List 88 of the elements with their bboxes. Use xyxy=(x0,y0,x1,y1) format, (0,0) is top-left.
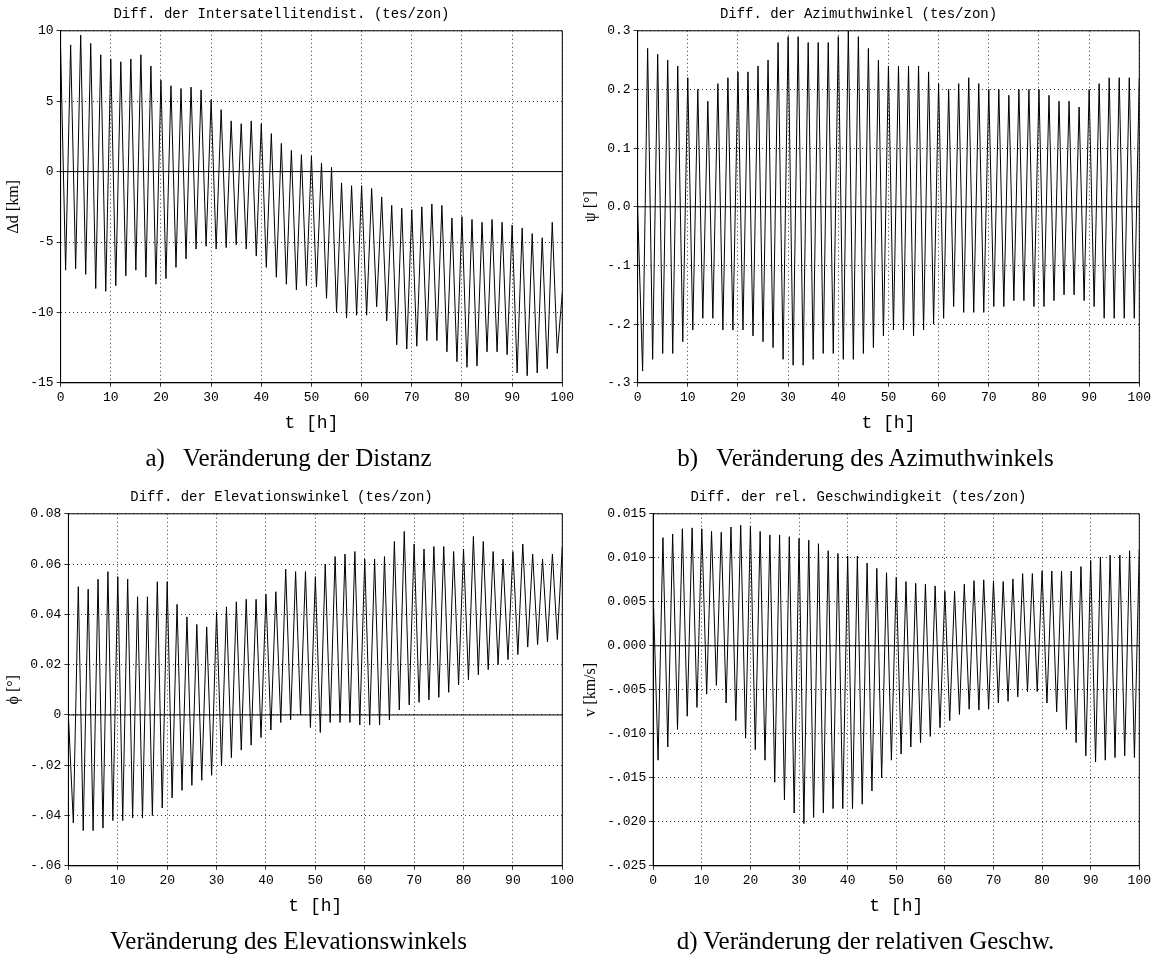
x-tick-label: 10 xyxy=(694,872,710,888)
x-tick-label: 80 xyxy=(454,390,470,406)
y-tick-label: 0.005 xyxy=(607,593,647,609)
x-axis-title: t [h] xyxy=(284,412,339,433)
y-axis-title: ψ [°] xyxy=(580,191,599,223)
x-tick-label: 50 xyxy=(888,872,905,888)
x-tick-label: 30 xyxy=(791,872,807,888)
y-tick-label: 5 xyxy=(45,93,54,109)
y-axis-title: Δd [km] xyxy=(3,180,21,234)
x-tick-label: 50 xyxy=(880,390,897,406)
x-tick-label: 70 xyxy=(985,872,1002,888)
x-tick-label: 0 xyxy=(649,872,658,888)
x-tick-label: 40 xyxy=(253,390,270,406)
y-tick-label: 0 xyxy=(53,706,62,722)
x-tick-label: 20 xyxy=(153,390,169,406)
x-tick-label: 20 xyxy=(159,872,175,888)
y-tick-label: -.1 xyxy=(607,257,631,273)
x-tick-label: 70 xyxy=(980,390,997,406)
y-tick-label: -.010 xyxy=(607,725,647,741)
y-tick-label: 0.04 xyxy=(30,606,62,622)
x-tick-label: 80 xyxy=(455,872,472,888)
y-axis-title: v [km/s] xyxy=(580,662,598,717)
y-tick-label: 10 xyxy=(37,23,54,39)
chart-title: Diff. der rel. Geschwindigkeit (tes/zon) xyxy=(690,488,1027,505)
x-tick-label: 20 xyxy=(742,872,759,888)
x-tick-label: 40 xyxy=(258,872,274,888)
x-tick-label: 90 xyxy=(1082,872,1099,888)
text: Veränderung des Elevationswinkels xyxy=(109,925,468,956)
y-tick-label: 0.000 xyxy=(607,637,647,653)
x-tick-label: 100 xyxy=(550,390,574,406)
x-tick-label: 100 xyxy=(1127,390,1151,406)
y-tick-label: 0.2 xyxy=(607,81,631,97)
text: a) Veränderung der Distanz xyxy=(144,443,433,474)
x-tick-label: 60 xyxy=(356,872,373,888)
y-axis-title: ϕ [°] xyxy=(3,674,22,705)
y-tick-label: 0.06 xyxy=(30,556,62,572)
x-tick-label: 80 xyxy=(1034,872,1050,888)
x-tick-label: 60 xyxy=(353,390,370,406)
x-tick-label: 30 xyxy=(780,390,796,406)
x-tick-label: 40 xyxy=(830,390,847,406)
x-tick-label: 90 xyxy=(504,390,520,406)
y-tick-label: 0.1 xyxy=(607,140,631,156)
x-tick-label: 30 xyxy=(208,872,225,888)
y-tick-label: -15 xyxy=(30,375,54,391)
x-tick-label: 80 xyxy=(1031,390,1047,406)
x-tick-label: 20 xyxy=(730,390,746,406)
y-tick-label: 0.02 xyxy=(30,656,62,672)
y-tick-label: 0.08 xyxy=(30,505,62,521)
x-tick-label: 0 xyxy=(64,872,73,888)
x-axis-title: t [h] xyxy=(861,412,916,433)
y-tick-label: 0 xyxy=(45,164,54,180)
chart-title: Diff. der Elevationswinkel (tes/zon) xyxy=(130,488,433,505)
text: b) Veränderung des Azimuthwinkels xyxy=(676,443,1055,473)
x-tick-label: 50 xyxy=(303,390,320,406)
x-tick-label: 40 xyxy=(839,872,856,888)
x-tick-label: 100 xyxy=(550,872,574,888)
y-tick-label: -.015 xyxy=(607,769,647,785)
x-tick-label: 60 xyxy=(930,390,947,406)
x-tick-label: 50 xyxy=(307,872,324,888)
x-tick-label: 60 xyxy=(937,872,953,888)
x-tick-label: 90 xyxy=(1081,390,1097,406)
x-tick-label: 30 xyxy=(203,390,219,406)
x-tick-label: 90 xyxy=(505,872,521,888)
y-tick-label: -.025 xyxy=(607,857,647,873)
y-tick-label: -.2 xyxy=(607,316,631,332)
y-tick-label: 0.0 xyxy=(607,199,631,215)
y-tick-label: -.02 xyxy=(30,757,62,773)
y-tick-label: -.3 xyxy=(607,375,631,391)
y-tick-label: 0.015 xyxy=(607,505,647,521)
x-tick-label: 70 xyxy=(403,390,420,406)
y-tick-label: -.020 xyxy=(607,813,647,829)
x-tick-label: 100 xyxy=(1127,872,1151,888)
chart-title: Diff. der Intersatellitendist. (tes/zon) xyxy=(113,6,450,23)
x-tick-label: 10 xyxy=(102,390,119,406)
x-tick-label: 70 xyxy=(406,872,422,888)
x-tick-label: 10 xyxy=(109,872,126,888)
y-tick-label: 0.010 xyxy=(607,549,647,565)
text: d) Veränderung der relativen Geschw. xyxy=(675,925,1056,957)
y-tick-label: -5 xyxy=(37,234,54,250)
y-tick-label: -.04 xyxy=(30,807,62,823)
y-tick-label: -.005 xyxy=(607,681,647,697)
x-axis-title: t [h] xyxy=(869,895,924,916)
x-tick-label: 10 xyxy=(679,390,696,406)
y-tick-label: 0.3 xyxy=(607,23,631,39)
x-axis-title: t [h] xyxy=(288,895,343,916)
chart-title: Diff. der Azimuthwinkel (tes/zon) xyxy=(719,6,998,23)
y-tick-label: -.06 xyxy=(30,857,62,873)
y-tick-label: -10 xyxy=(30,304,54,320)
